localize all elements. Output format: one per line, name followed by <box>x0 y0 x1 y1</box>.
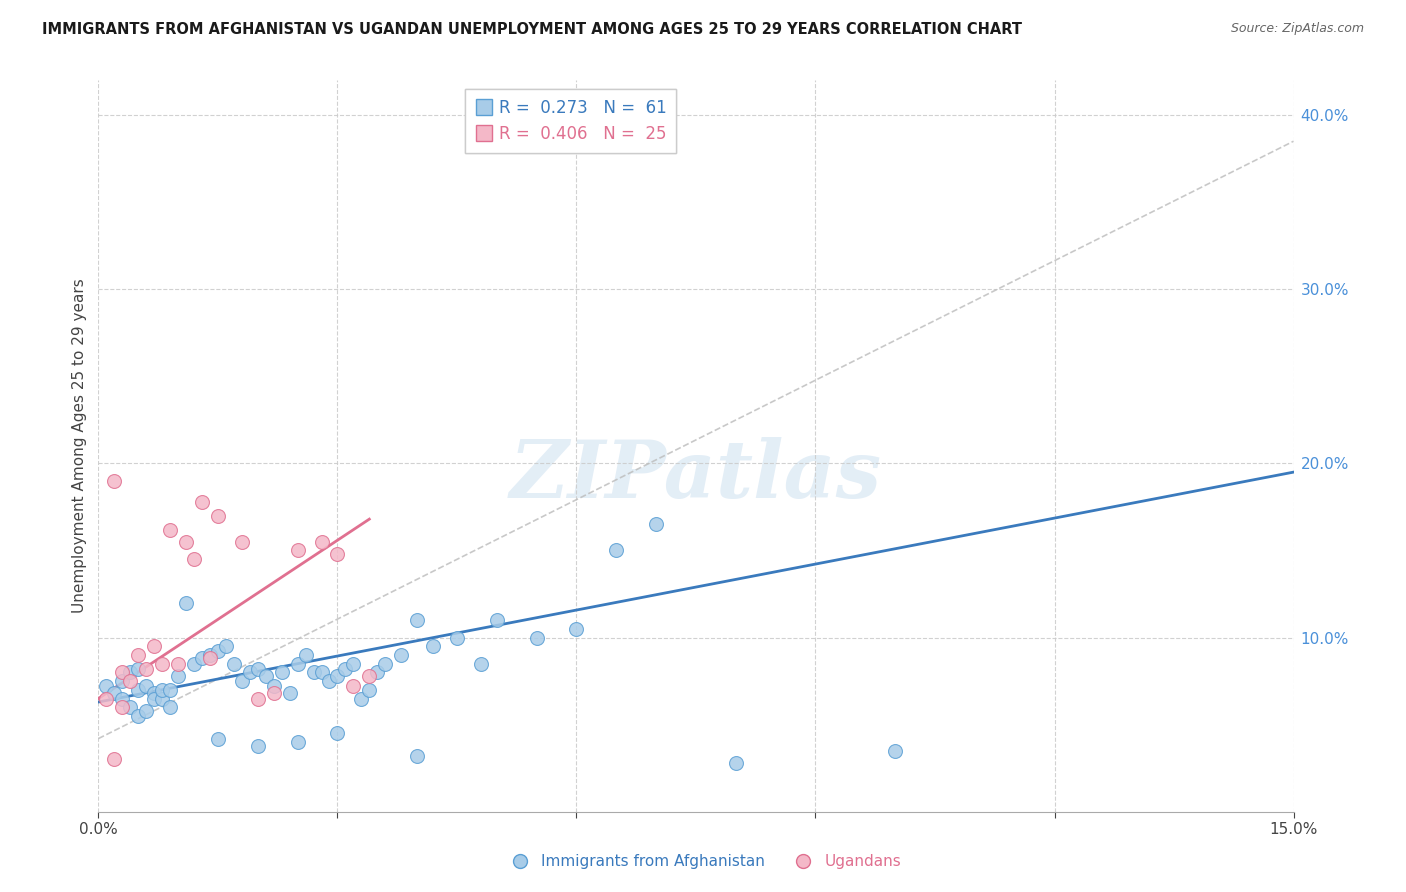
Point <box>103 686 125 700</box>
Point <box>645 517 668 532</box>
Point <box>254 669 277 683</box>
Point <box>326 547 349 561</box>
Point <box>335 662 357 676</box>
Point <box>103 752 125 766</box>
Point <box>287 735 309 749</box>
Point <box>174 596 197 610</box>
Point <box>605 543 627 558</box>
Point <box>207 731 229 746</box>
Point <box>167 657 190 671</box>
Point <box>326 669 349 683</box>
Point <box>127 662 149 676</box>
Point <box>135 662 157 676</box>
Point <box>359 682 381 697</box>
Point <box>389 648 412 662</box>
Point <box>526 631 548 645</box>
Point <box>422 640 444 654</box>
Point <box>359 669 381 683</box>
Legend: R =  0.273   N =  61, R =  0.406   N =  25: R = 0.273 N = 61, R = 0.406 N = 25 <box>465 88 676 153</box>
Point <box>183 657 205 671</box>
Point <box>127 709 149 723</box>
Point <box>350 691 373 706</box>
Point <box>159 682 181 697</box>
Text: IMMIGRANTS FROM AFGHANISTAN VS UGANDAN UNEMPLOYMENT AMONG AGES 25 TO 29 YEARS CO: IMMIGRANTS FROM AFGHANISTAN VS UGANDAN U… <box>42 22 1022 37</box>
Point <box>150 657 173 671</box>
Point <box>302 665 325 680</box>
Point <box>120 665 142 680</box>
Point <box>294 648 316 662</box>
Point <box>270 665 292 680</box>
Point <box>366 665 388 680</box>
Point <box>111 674 134 689</box>
Point <box>263 679 285 693</box>
Point <box>143 640 166 654</box>
Point <box>96 679 118 693</box>
Point <box>120 700 142 714</box>
Point <box>239 665 262 680</box>
Point <box>215 640 238 654</box>
Point <box>374 657 396 671</box>
Point <box>183 552 205 566</box>
Point <box>111 700 134 714</box>
Point <box>565 622 588 636</box>
Point <box>246 691 269 706</box>
Point <box>406 749 429 764</box>
Point <box>167 669 190 683</box>
Point <box>120 674 142 689</box>
Point <box>222 657 245 671</box>
Point <box>111 665 134 680</box>
Point <box>485 613 508 627</box>
Point <box>311 665 333 680</box>
Point <box>246 662 269 676</box>
Y-axis label: Unemployment Among Ages 25 to 29 years: Unemployment Among Ages 25 to 29 years <box>72 278 87 614</box>
Point <box>198 651 221 665</box>
Point <box>311 534 333 549</box>
Point <box>150 682 173 697</box>
Point <box>207 508 229 523</box>
Point <box>287 657 309 671</box>
Text: Source: ZipAtlas.com: Source: ZipAtlas.com <box>1230 22 1364 36</box>
Point <box>231 534 253 549</box>
Point <box>231 674 253 689</box>
Point <box>191 494 214 508</box>
Text: ZIPatlas: ZIPatlas <box>510 436 882 514</box>
Point <box>198 648 221 662</box>
Point <box>207 644 229 658</box>
Point <box>150 691 173 706</box>
Point <box>263 686 285 700</box>
Point <box>159 523 181 537</box>
Point <box>342 657 364 671</box>
Point <box>406 613 429 627</box>
Legend: Immigrants from Afghanistan, Ugandans: Immigrants from Afghanistan, Ugandans <box>499 848 907 875</box>
Point <box>342 679 364 693</box>
Point <box>96 691 118 706</box>
Point <box>278 686 301 700</box>
Point <box>724 756 747 770</box>
Point <box>143 691 166 706</box>
Point <box>111 691 134 706</box>
Point <box>318 674 340 689</box>
Point <box>884 744 907 758</box>
Point <box>191 651 214 665</box>
Point <box>159 700 181 714</box>
Point <box>470 657 492 671</box>
Point <box>135 679 157 693</box>
Point <box>127 682 149 697</box>
Point <box>446 631 468 645</box>
Point <box>287 543 309 558</box>
Point <box>143 686 166 700</box>
Point <box>127 648 149 662</box>
Point <box>174 534 197 549</box>
Point <box>135 704 157 718</box>
Point <box>103 474 125 488</box>
Point <box>326 726 349 740</box>
Point <box>246 739 269 753</box>
